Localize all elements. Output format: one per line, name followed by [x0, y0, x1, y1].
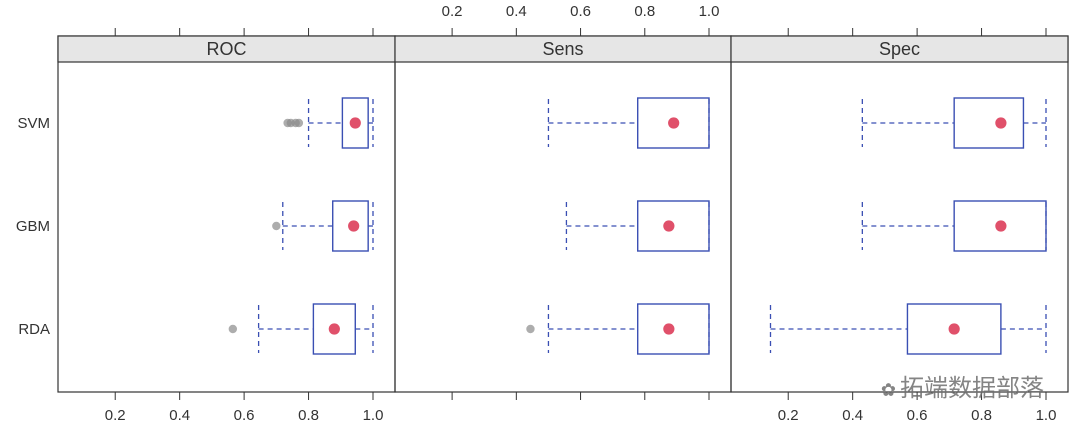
roc-bottom-tick-label: 0.8	[298, 407, 319, 424]
value-axes: 0.2 0.4 0.6 0.8 1.0 0.2 0.4 0.6 0.8 1.0 0.2 0.4 0.6 0…	[105, 3, 1057, 424]
roc-svm-outlier	[294, 118, 304, 128]
roc-panel-frame	[57, 35, 396, 393]
sens-strip	[394, 35, 732, 63]
roc-svm-median-dot	[349, 117, 361, 129]
spec-gbm-box	[953, 200, 1047, 252]
spec-strip	[730, 35, 1069, 63]
roc-rda-outlier	[228, 324, 238, 334]
roc-strip	[57, 35, 396, 63]
spec-strip-title: Spec	[879, 39, 920, 59]
roc-svm-box	[341, 97, 369, 149]
watermark: ✿ 拓端数据部落	[881, 368, 1044, 403]
sens-top-tick-label: 1.0	[699, 3, 720, 20]
wechat-icon: ✿	[880, 380, 896, 401]
category-label-svm: SVM	[17, 115, 50, 132]
roc-bottom-tick-label: 0.6	[234, 407, 255, 424]
sens-strip-title: Sens	[542, 39, 583, 59]
sens-top-tick-label: 0.2	[442, 3, 463, 20]
panel-strips: ROC Sens Spec	[57, 35, 1069, 63]
spec-bottom-tick-label: 0.2	[778, 407, 799, 424]
sens-gbm-median-dot	[663, 220, 675, 232]
sens-top-tick-label: 0.8	[634, 3, 655, 20]
spec-rda-box	[906, 303, 1002, 355]
category-axis: SVM GBM RDA	[16, 115, 50, 338]
sens-rda-outlier	[526, 324, 535, 334]
watermark-text: 拓端数据部落	[900, 374, 1044, 402]
roc-bottom-tick-label: 0.4	[169, 407, 190, 424]
spec-panel-frame	[730, 35, 1069, 393]
spec-svm-median-dot	[995, 117, 1007, 129]
box-marks	[228, 97, 1047, 355]
roc-strip-title: ROC	[207, 39, 247, 59]
sens-top-tick-label: 0.4	[506, 3, 527, 20]
roc-gbm-box	[332, 200, 369, 252]
roc-gbm-median-dot	[348, 220, 360, 232]
sens-top-tick-label: 0.6	[570, 3, 591, 20]
roc-rda-median-dot	[328, 323, 340, 335]
spec-bottom-tick-label: 0.4	[842, 407, 863, 424]
spec-svm-box	[953, 97, 1025, 149]
roc-bottom-tick-label: 0.2	[105, 407, 126, 424]
sens-rda-box	[637, 303, 710, 355]
category-label-gbm: GBM	[16, 218, 50, 235]
sens-gbm-box	[637, 200, 710, 252]
spec-bottom-tick-label: 1.0	[1036, 407, 1057, 424]
sens-svm-box	[637, 97, 710, 149]
category-label-rda: RDA	[18, 321, 50, 338]
roc-rda-box	[312, 303, 356, 355]
spec-bottom-tick-label: 0.6	[907, 407, 928, 424]
roc-gbm-outlier	[272, 221, 281, 231]
sens-svm-median-dot	[668, 117, 680, 129]
spec-gbm-median-dot	[995, 220, 1007, 232]
roc-bottom-tick-label: 1.0	[363, 407, 384, 424]
spec-bottom-tick-label: 0.8	[971, 407, 992, 424]
sens-rda-median-dot	[663, 323, 675, 335]
sens-panel-frame	[394, 35, 732, 393]
spec-rda-median-dot	[948, 323, 960, 335]
panel-frames	[57, 35, 1069, 393]
